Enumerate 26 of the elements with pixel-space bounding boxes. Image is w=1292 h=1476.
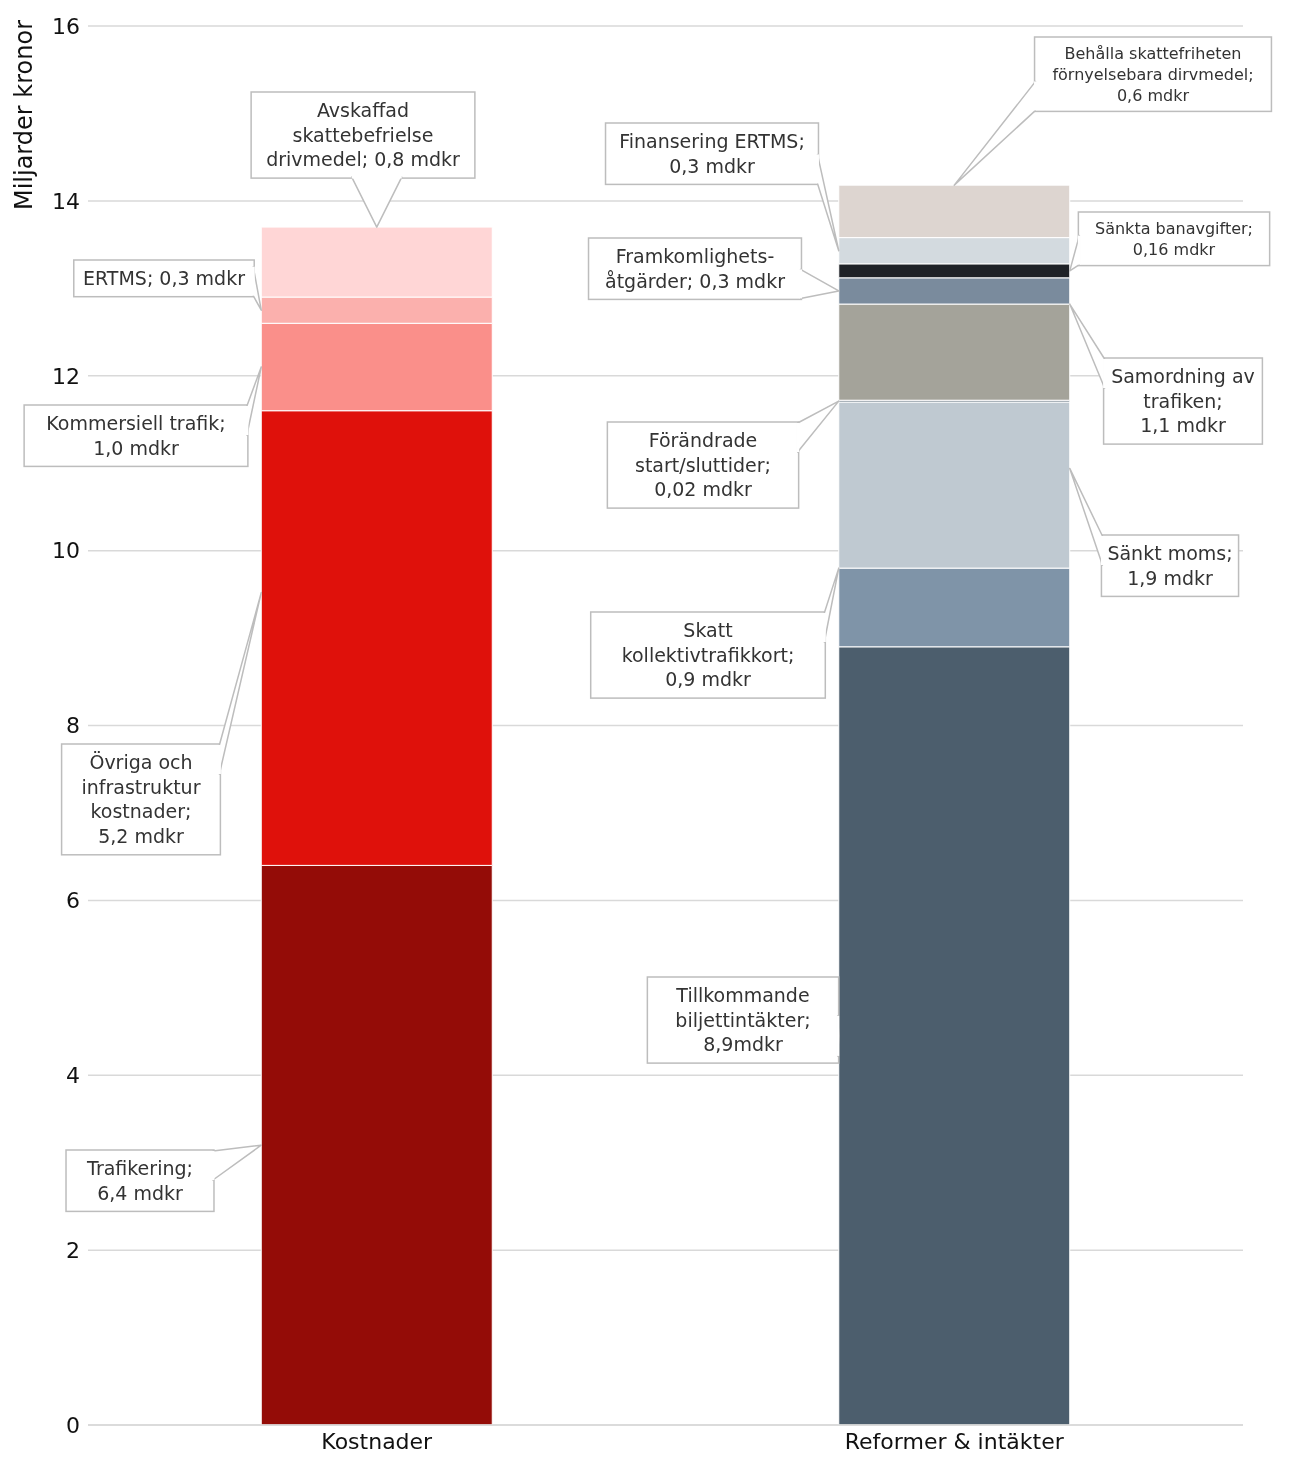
annotation: Övriga och infrastruktur kostnader; 5,2 mdkr (81, 751, 201, 848)
y-tick-label: 4 (66, 1063, 80, 1089)
y-tick-label: 12 (52, 363, 80, 389)
annotation: Förändrade start/sluttider; 0,02 mdkr (634, 429, 772, 501)
annotation: Framkomlighets- åtgärder; 0,3 mdkr (605, 245, 786, 292)
annotation: Behålla skattefriheten förnyelsebara dirvmedel; 0,6 mdkr (1052, 44, 1254, 105)
x-tick-label: Kostnader (321, 1428, 434, 1454)
annotation: Kommersiell trafik; 1,0 mdkr (46, 412, 226, 459)
y-tick-label: 8 (66, 713, 80, 739)
y-axis-title: Miljarder kronor (10, 19, 38, 211)
annotation: Tillkommande biljettintäkter; 8,9mdkr (675, 984, 811, 1056)
annotation: ERTMS; 0,3 mdkr (83, 267, 246, 289)
annotation: Finansering ERTMS; 0,3 mdkr (619, 130, 805, 177)
annotation: Samordning av trafiken; 1,1 mdkr (1111, 365, 1255, 437)
annotation: Sänkt moms; 1,9 mdkr (1107, 542, 1233, 589)
annotation: Skatt kollektivtrafikkort; 0,9 mdkr (621, 619, 795, 691)
y-tick-label: 2 (66, 1237, 80, 1263)
y-tick-label: 14 (52, 188, 80, 214)
x-tick-label: Reformer & intäkter (844, 1428, 1065, 1454)
y-tick-label: 10 (52, 538, 80, 564)
y-tick-label: 0 (66, 1412, 80, 1438)
y-tick-label: 6 (66, 888, 80, 914)
annotation: Sänkta banavgifter; 0,16 mdkr (1095, 219, 1253, 259)
annotation: Trafikering; 6,4 mdkr (86, 1157, 193, 1204)
y-tick-label: 16 (52, 13, 80, 39)
annotation: Avskaffad skattebefrielse drivmedel; 0,8 mdkr (266, 99, 461, 171)
